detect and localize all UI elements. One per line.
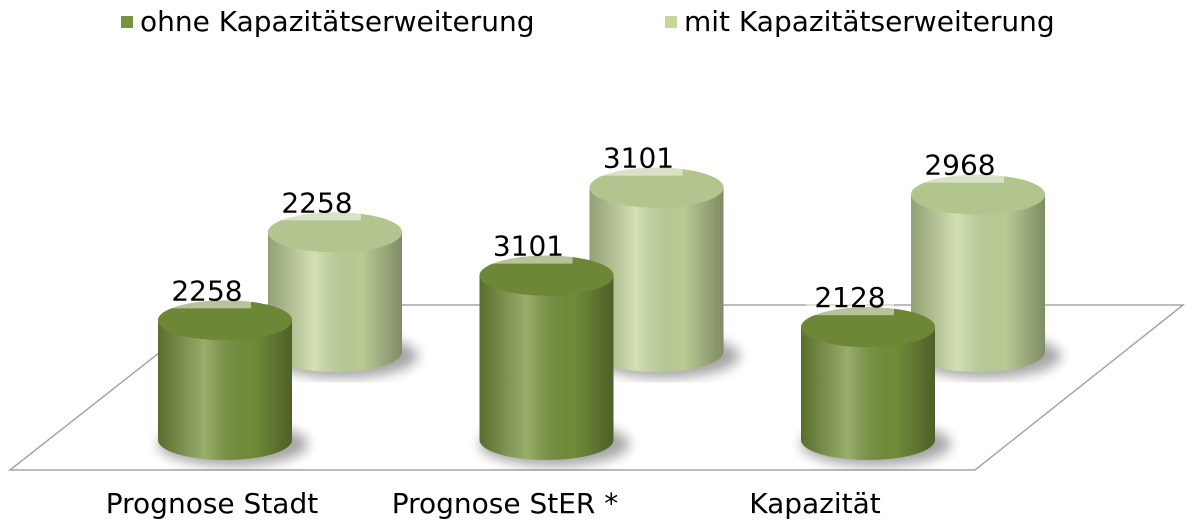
cylinder-shade — [801, 307, 935, 460]
x-tick-label: Prognose StER * — [392, 487, 619, 520]
cylinder-top — [589, 167, 724, 208]
label-box — [484, 231, 573, 264]
plot: 2258 3101 2968 2258 3101 2128 — [158, 142, 1061, 466]
cylinder-top-shade — [479, 255, 614, 296]
cylinder-shade — [268, 212, 402, 372]
cylinder-top-shade — [911, 174, 1045, 215]
label-box — [163, 276, 251, 309]
cylinder-top-shade — [158, 300, 292, 341]
cylinder-shade — [589, 167, 724, 372]
legend-swatch — [119, 14, 135, 30]
x-tick-label: Prognose Stadt — [106, 487, 318, 520]
legend-label: ohne Kapazitätserweiterung — [140, 5, 535, 38]
x-tick-label: Kapazität — [749, 487, 881, 520]
data-label: 2258 — [171, 274, 242, 307]
label-box — [806, 283, 894, 316]
data-label: 2128 — [814, 281, 885, 314]
cylinder-top-shade — [268, 212, 402, 253]
label-box — [916, 150, 1004, 183]
legend-swatch — [663, 14, 679, 30]
cylinder-top — [801, 307, 935, 348]
data-label: 2258 — [281, 186, 352, 219]
cylinder-shade — [479, 255, 614, 460]
cylinder-top-shade — [589, 167, 724, 208]
data-label: 3101 — [603, 142, 674, 175]
label-box — [594, 143, 683, 176]
legend-label: mit Kapazitätserweiterung — [684, 5, 1055, 38]
cylinder-top-shade — [801, 307, 935, 348]
data-label: 2968 — [924, 149, 995, 182]
cylinder-top — [911, 174, 1045, 215]
cylinder-top — [479, 255, 614, 296]
floor — [7, 304, 1186, 471]
label-box — [273, 188, 361, 221]
cylinder-shade — [911, 174, 1045, 372]
data-label: 3101 — [493, 230, 564, 263]
cylinder-top — [158, 300, 292, 341]
cylinder-top — [268, 212, 402, 253]
cylinder-shade — [158, 300, 292, 460]
